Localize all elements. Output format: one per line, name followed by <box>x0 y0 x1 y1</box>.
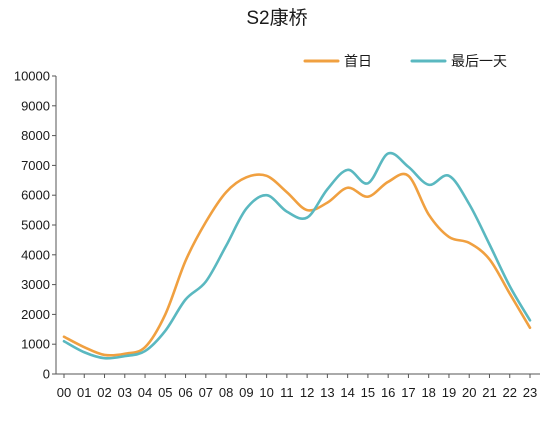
x-tick-label: 12 <box>300 385 314 400</box>
series-layer <box>62 151 532 360</box>
x-tick-label: 13 <box>320 385 334 400</box>
chart-title: S2康桥 <box>246 7 307 29</box>
x-tick-label: 22 <box>503 385 517 400</box>
x-tick-label: 19 <box>442 385 456 400</box>
x-tick-label: 18 <box>421 385 435 400</box>
y-tick-label: 10000 <box>14 69 50 84</box>
x-tick-label: 09 <box>239 385 253 400</box>
y-tick-label: 1000 <box>21 337 50 352</box>
x-tick-label: 00 <box>57 385 71 400</box>
x-tick-label: 01 <box>77 385 91 400</box>
x-axis: 00 01 02 03 04 05 06 07 08 09 10 11 12 13 14 15 16 17 18 19… <box>56 373 540 400</box>
y-tick-label: 3000 <box>21 277 50 292</box>
x-tick-label: 07 <box>199 385 213 400</box>
x-tick-label: 23 <box>523 385 537 400</box>
x-tick-label: 02 <box>97 385 111 400</box>
legend: 首日 最后一天 <box>303 53 507 69</box>
y-tick-label: 5000 <box>21 218 50 233</box>
x-tick-label: 03 <box>118 385 132 400</box>
y-tick-label: 0 <box>43 367 50 382</box>
x-tick-label: 20 <box>462 385 476 400</box>
y-tick-label: 4000 <box>21 247 50 262</box>
x-tick-label: 06 <box>178 385 192 400</box>
y-tick-label: 6000 <box>21 188 50 203</box>
y-tick-label: 8000 <box>21 128 50 143</box>
x-tick-label: 11 <box>280 385 294 400</box>
x-tick-label: 08 <box>219 385 233 400</box>
legend-label-1: 最后一天 <box>451 53 507 69</box>
x-tick-label: 04 <box>138 385 152 400</box>
x-tick-label: 21 <box>482 385 496 400</box>
y-tick-label: 9000 <box>21 98 50 113</box>
series-line-0 <box>62 172 532 357</box>
y-tick-label: 7000 <box>21 158 50 173</box>
series-line-1 <box>62 151 532 360</box>
x-tick-label: 14 <box>340 385 354 400</box>
y-axis: 0 1000 2000 3000 4000 5000 6000 7000 8000 9000 100… <box>14 69 57 382</box>
x-tick-label: 15 <box>361 385 375 400</box>
x-tick-label: 16 <box>381 385 395 400</box>
y-tick-label: 2000 <box>21 307 50 322</box>
x-tick-label: 05 <box>158 385 172 400</box>
x-tick-label: 17 <box>401 385 415 400</box>
x-tick-label: 10 <box>259 385 273 400</box>
legend-label-0: 首日 <box>344 53 372 69</box>
